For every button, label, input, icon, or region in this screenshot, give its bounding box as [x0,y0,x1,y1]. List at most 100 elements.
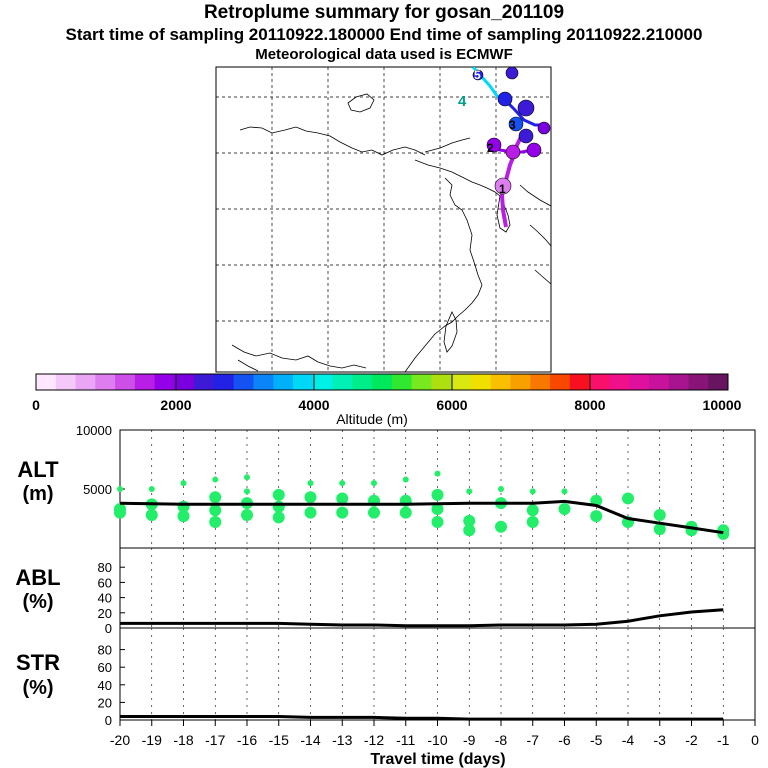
colorbar-swatch [233,374,254,390]
cluster-marker [497,91,513,107]
x-axis-label: Travel time (days) [370,751,505,768]
scatter-point [272,488,285,501]
colorbar-swatch [510,374,531,390]
scatter-point [307,480,314,487]
scatter-point [209,491,222,504]
x-tick-label: 0 [751,732,759,748]
cluster-marker [508,116,524,132]
scatter-point [402,476,409,483]
scatter-point [304,506,317,519]
scatter-point [114,503,126,516]
cluster-marker [537,121,551,135]
scatter-point [431,503,444,516]
colorbar-label: Altitude (m) [336,411,408,427]
cluster-marker [494,177,512,195]
colorbar-swatch [352,374,373,390]
scatter-point [244,488,250,495]
cluster-marker [472,69,484,81]
scatter-point [145,508,158,521]
scatter-point [272,511,285,524]
alt-panel: 10000 5000 [76,423,756,549]
scatter-point [463,524,476,537]
y-tick-label: 10000 [76,423,112,438]
y-tick-label: 0 [105,621,112,636]
cluster-marker [518,128,534,144]
colorbar-tick-label: 10000 [703,397,742,413]
colorbar-swatch [134,374,156,390]
scatter-point [336,506,349,519]
x-tick-label: -3 [654,732,667,748]
x-tick-label: -13 [332,732,352,748]
x-tick-label: -8 [495,732,508,748]
colorbar-tick-label: 4000 [298,397,329,413]
scatter-point [590,510,603,523]
colorbar-swatch [708,374,729,390]
scatter-point [529,488,536,495]
cluster-marker [505,67,519,80]
y-tick-label: 20 [98,695,112,710]
colorbar-swatch [332,374,353,390]
x-tick-label: -16 [237,732,257,748]
scatter-point [431,516,444,529]
colorbar-swatch [490,374,512,390]
colorbar-tick-label: 2000 [160,397,191,413]
scatter-point [558,503,571,516]
x-tick-label: -15 [269,732,289,748]
colorbar-swatch [293,374,314,390]
scatter-point [304,491,317,504]
cluster-label: 3 [509,118,516,132]
scatter-point [526,504,539,517]
colorbar-swatch [95,374,116,390]
scatter-point [622,492,634,505]
colorbar-swatch [372,374,393,390]
x-tick-label: -14 [300,732,320,748]
colorbar-swatch [75,374,96,390]
scatter-point [339,480,346,487]
colorbar [35,373,729,391]
y-tick-label: 40 [98,591,112,606]
x-tick-label: -18 [173,732,193,748]
scatter-point [209,504,222,517]
colorbar-swatch [688,374,709,390]
scatter-point [434,470,441,477]
colorbar-swatch [154,374,175,390]
y-tick-label: 60 [98,660,112,675]
y-tick-label: 80 [98,560,112,575]
x-tick-label: -12 [364,732,384,748]
scatter-point [717,527,730,540]
cluster-marker [517,99,535,117]
chart-title: Retroplume summary for gosan_201109 [203,2,565,23]
str-panel-unit: (%) [22,677,53,699]
scatter-point [180,480,187,487]
cluster-label: 4 [458,93,467,110]
scatter-point [148,486,155,492]
x-tick-label: -4 [622,732,635,748]
cluster-marker [486,137,502,153]
x-tick-label: -17 [205,732,225,748]
abl-panel-name: ABL [15,565,60,590]
x-tick-label: -6 [558,732,571,748]
str-panel: 0 20 40 60 80 [98,627,756,728]
scatter-point [526,516,539,529]
y-tick-label: 5000 [83,482,112,497]
colorbar-tick-label: 6000 [436,397,467,413]
scatter-point [463,514,476,527]
scatter-point [241,508,253,521]
x-tick-label: -1 [717,732,730,748]
coastlines [231,93,551,372]
scatter-point [653,508,666,521]
scatter-point [244,474,250,481]
scatter-point [368,506,380,519]
scatter-point [212,476,219,483]
x-tick-label: -9 [463,732,476,748]
scatter-point [336,492,349,505]
series-line [120,608,724,628]
scatter-point [209,516,222,529]
colorbar-swatch [470,374,492,390]
colorbar-tick-label: 0 [32,397,40,413]
colorbar-swatch [451,374,472,390]
scatter-point [561,488,568,495]
scatter-point [495,520,507,533]
abl-panel-unit: (%) [22,591,53,613]
